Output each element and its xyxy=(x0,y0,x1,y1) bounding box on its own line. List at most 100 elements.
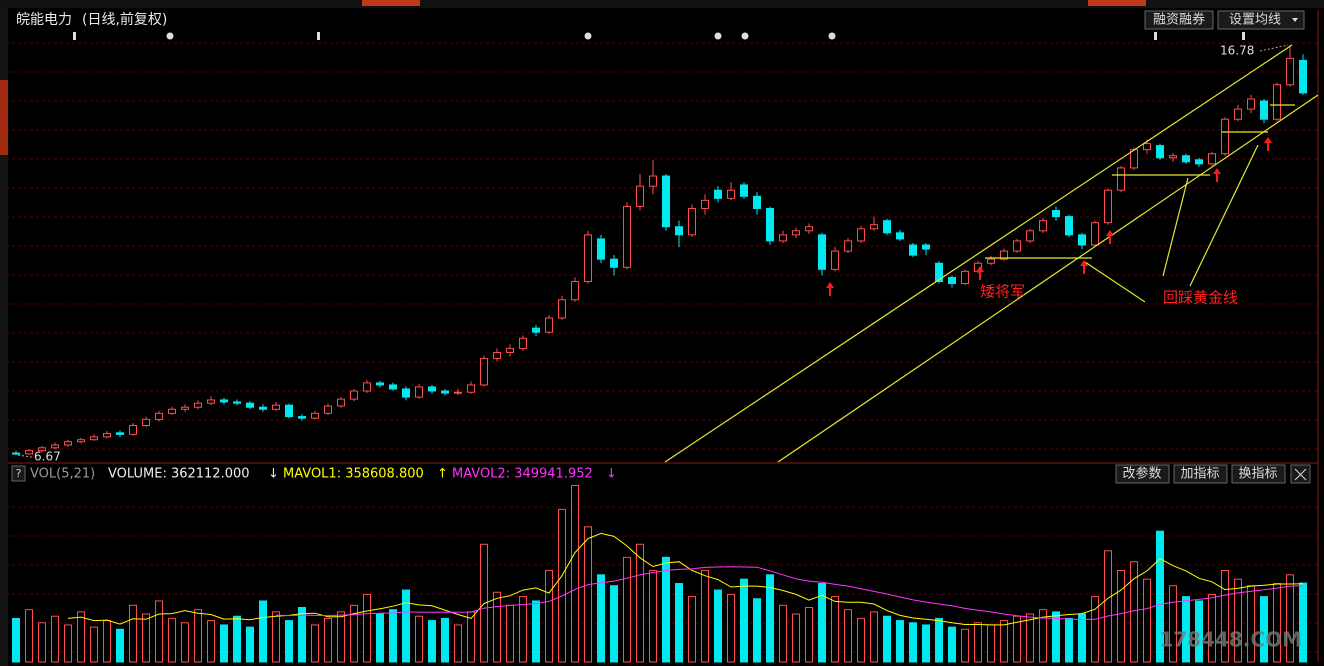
button[interactable] xyxy=(1144,10,1214,30)
volume-bar xyxy=(610,585,618,663)
volume-bar xyxy=(1234,578,1242,663)
candle-body xyxy=(1143,143,1151,151)
candle-body xyxy=(285,404,293,418)
volume-bar xyxy=(142,613,150,663)
volume-bar xyxy=(1208,593,1216,663)
volume-value: VOLUME: 362112.000 xyxy=(108,467,250,482)
candle-body xyxy=(12,452,20,455)
volume-bar xyxy=(402,589,410,663)
candle-body xyxy=(1260,100,1268,120)
volume-bar xyxy=(753,598,761,663)
volume-bar xyxy=(1221,569,1229,663)
volume-bar xyxy=(259,600,267,663)
candle-body xyxy=(987,258,995,264)
volume-bar xyxy=(77,611,85,663)
candle-body xyxy=(64,441,72,446)
candle-body xyxy=(896,232,904,240)
candle-body xyxy=(51,444,59,449)
candle-body xyxy=(259,406,267,410)
candle-body xyxy=(298,416,306,419)
volume-bar xyxy=(246,626,254,663)
volume-bar xyxy=(181,622,189,663)
volume-bar xyxy=(1091,596,1099,663)
indicator-name: VOL(5,21) xyxy=(30,467,95,482)
button-label[interactable]: 设置均线 xyxy=(1229,13,1281,28)
volume-bar xyxy=(1052,611,1060,663)
volume-arrow: ↓ xyxy=(268,467,279,482)
candle-body xyxy=(493,351,501,360)
candle-body xyxy=(857,228,865,242)
volume-bar xyxy=(584,526,592,663)
candle-body xyxy=(623,205,631,268)
volume-bar xyxy=(1182,596,1190,663)
volume-bar xyxy=(155,600,163,663)
candle-body xyxy=(662,175,670,228)
candle-body xyxy=(909,244,917,256)
candle-body xyxy=(727,189,735,199)
volume-bar xyxy=(532,600,540,663)
volume-bar xyxy=(1078,613,1086,663)
candle-body xyxy=(1039,220,1047,232)
period: (日线,前复权) xyxy=(82,11,167,28)
volume-bar xyxy=(168,617,176,663)
volume-bar xyxy=(493,591,501,663)
tab-active[interactable] xyxy=(1088,0,1146,6)
annotation: 回踩黄金线 xyxy=(1163,289,1238,307)
dropdown-icon[interactable] xyxy=(1292,18,1298,22)
volume-bar xyxy=(779,604,787,663)
button-label[interactable]: 换指标 xyxy=(1238,467,1277,482)
candle-body xyxy=(194,402,202,408)
volume-bar xyxy=(961,628,969,663)
button[interactable] xyxy=(1217,10,1305,30)
volume-bar xyxy=(337,611,345,663)
candle-body xyxy=(571,280,579,301)
candle-body xyxy=(337,398,345,407)
volume-bar xyxy=(1286,574,1294,663)
button[interactable] xyxy=(1115,464,1170,484)
candle-body xyxy=(25,450,33,455)
volume-bar xyxy=(519,596,527,663)
trend-lines xyxy=(664,44,1319,463)
volume-bar xyxy=(870,611,878,663)
help-button[interactable] xyxy=(11,465,26,482)
button[interactable] xyxy=(1231,464,1286,484)
candle-body xyxy=(922,244,930,250)
watermark: 178448.COM xyxy=(1159,628,1302,652)
candle-body xyxy=(1117,167,1125,191)
candle-body xyxy=(610,258,618,268)
volume-bar xyxy=(597,574,605,663)
volume-bar xyxy=(233,615,241,663)
help-icon[interactable]: ? xyxy=(16,467,22,480)
candle-body xyxy=(844,240,852,252)
candle-body xyxy=(883,220,891,234)
low-label: 6.67 xyxy=(34,450,61,464)
volume-bar xyxy=(974,622,982,663)
candle-body xyxy=(441,390,449,394)
candle-body xyxy=(1104,189,1112,224)
button[interactable] xyxy=(1173,464,1228,484)
candle-body xyxy=(597,238,605,260)
tab-active[interactable] xyxy=(362,0,420,6)
candle-body xyxy=(233,401,241,404)
candle-body xyxy=(181,406,189,410)
candle-body xyxy=(1221,118,1229,155)
candle-body xyxy=(1195,159,1203,165)
volume-bar xyxy=(662,556,670,663)
button-label[interactable]: 加指标 xyxy=(1180,467,1219,482)
button-label[interactable]: 融资融券 xyxy=(1153,12,1205,28)
volume-bar xyxy=(1104,550,1112,663)
volume-bar xyxy=(272,611,280,663)
volume-bar xyxy=(1195,600,1203,663)
volume-bar xyxy=(129,604,137,663)
volume-bar xyxy=(857,617,865,663)
mavol2-line xyxy=(275,566,1304,621)
candle-body xyxy=(961,270,969,285)
sidebar-tab[interactable] xyxy=(0,80,8,155)
volume-bar xyxy=(1000,620,1008,663)
candle-body xyxy=(38,447,46,452)
button-label[interactable]: 改参数 xyxy=(1122,466,1161,482)
high-pointer xyxy=(1259,44,1289,52)
candle-body xyxy=(142,418,150,426)
candle-body xyxy=(480,358,488,386)
close-icon[interactable] xyxy=(1294,468,1307,481)
